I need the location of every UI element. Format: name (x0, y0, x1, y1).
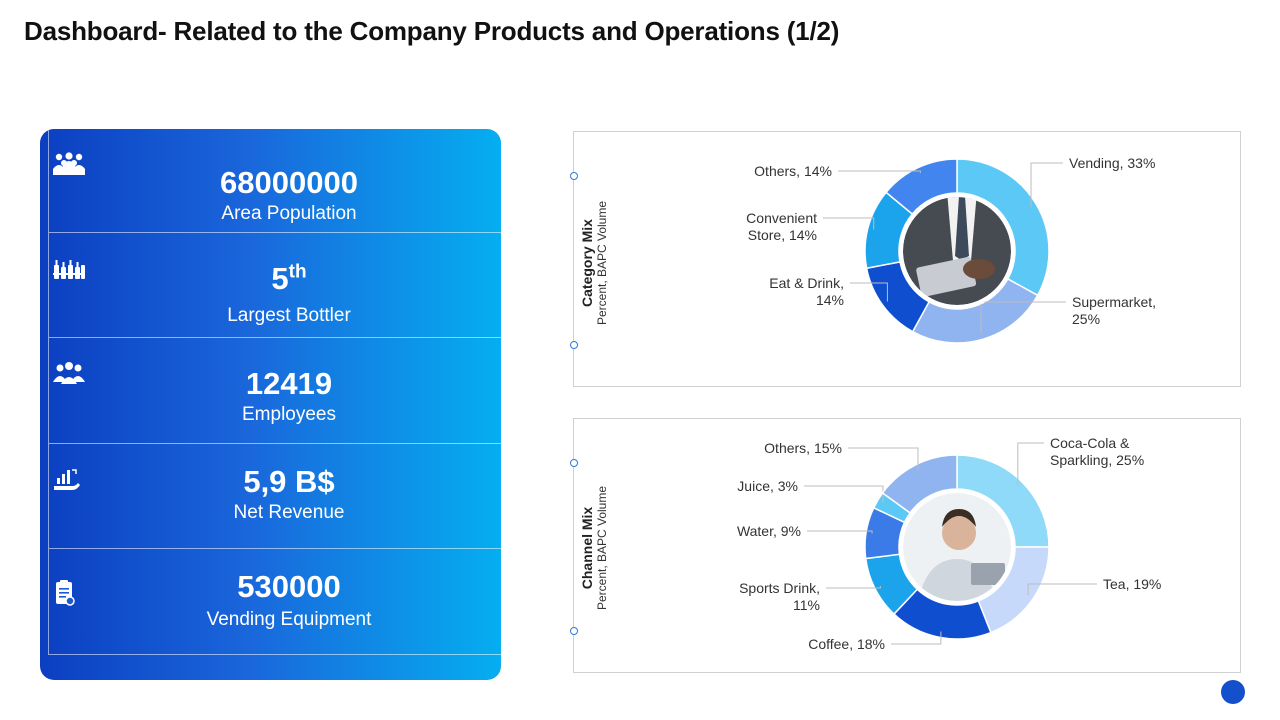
bottles-icon (52, 255, 86, 283)
kpi-value: 12419 (245, 366, 333, 401)
kpi-label: Largest Bottler (227, 305, 351, 326)
leader-line-coca-cola-sparkling (1017, 442, 1044, 487)
leader-line-eat-drink (850, 282, 888, 302)
leader-line-sports-drink (826, 586, 881, 589)
kpi-panel: 68000000 Area Population 5th Largest Bot… (40, 129, 501, 680)
slice-label-tea: Tea, 19% (1103, 576, 1161, 592)
category-mix-chart: Category Mix Percent, BAPC Volume Vendin… (570, 131, 1241, 387)
kpi-row-bottler: 5th Largest Bottler (48, 233, 501, 338)
business-photo (903, 197, 1011, 305)
leader-line-convenient-store (823, 217, 875, 230)
clipboard-icon (52, 579, 86, 607)
team-icon (52, 360, 86, 388)
slice-label-supermarket: Supermarket, 25% (1072, 294, 1156, 327)
leader-line-tea (1027, 583, 1097, 596)
channel-mix-chart: Channel Mix Percent, BAPC Volume Coca-Co… (570, 418, 1241, 673)
slice-label-water: Water, 9% (737, 523, 801, 539)
kpi-value: 68000000 (220, 165, 358, 200)
slice-label-coffee: Coffee, 18% (808, 636, 885, 652)
side-marker (570, 459, 578, 467)
donut-inner-ring (899, 193, 1015, 309)
slice-label-others: Others, 14% (754, 163, 832, 179)
slice-label-coca-cola-sparkling: Coca-Cola & Sparkling, 25% (1050, 435, 1144, 468)
side-marker (570, 627, 578, 635)
slice-label-convenient-store: Convenient Store, 14% (746, 210, 817, 243)
donut-inner-ring (899, 489, 1015, 605)
slice-label-eat-drink: Eat & Drink, 14% (769, 275, 844, 308)
kpi-label: Vending Equipment (206, 609, 372, 630)
leader-line-water (807, 530, 873, 534)
kpi-row-population: 68000000 Area Population (48, 129, 501, 233)
category-mix-donut: Vending, 33% Supermarket, 25% Eat & Drink, 1… (746, 155, 1156, 344)
slice-label-others: Others, 15% (764, 440, 842, 456)
leader-line-vending (1030, 162, 1063, 208)
nav-dot[interactable] (1221, 680, 1245, 704)
leader-line-others (848, 447, 919, 471)
leader-line-juice (804, 485, 884, 504)
leader-line-others (838, 170, 921, 174)
leader-line-coffee (891, 631, 942, 645)
side-marker (570, 172, 578, 180)
channel-mix-donut: Coca-Cola & Sparkling, 25% Tea, 19% Coffee,… (737, 435, 1161, 652)
kpi-value: 5,9 B$ (243, 464, 335, 499)
page-title: Dashboard- Related to the Company Produc… (24, 16, 840, 46)
kpi-label: Net Revenue (233, 502, 345, 523)
people-group-icon (52, 151, 86, 179)
slice-label-vending: Vending, 33% (1069, 155, 1155, 171)
man-photo (903, 493, 1011, 601)
revenue-hand-icon (52, 466, 86, 494)
kpi-value: 5th (271, 261, 307, 296)
side-marker (570, 341, 578, 349)
slice-label-juice: Juice, 3% (737, 478, 798, 494)
slice-label-sports-drink: Sports Drink, 11% (739, 580, 820, 613)
kpi-row-revenue: 5,9 B$ Net Revenue (48, 444, 501, 549)
kpi-label: Area Population (221, 203, 357, 224)
kpi-value: 530000 (237, 569, 341, 604)
kpi-row-employees: 12419 Employees (48, 338, 501, 444)
kpi-label: Employees (242, 404, 336, 425)
kpi-row-vending: 530000 Vending Equipment (48, 549, 501, 655)
